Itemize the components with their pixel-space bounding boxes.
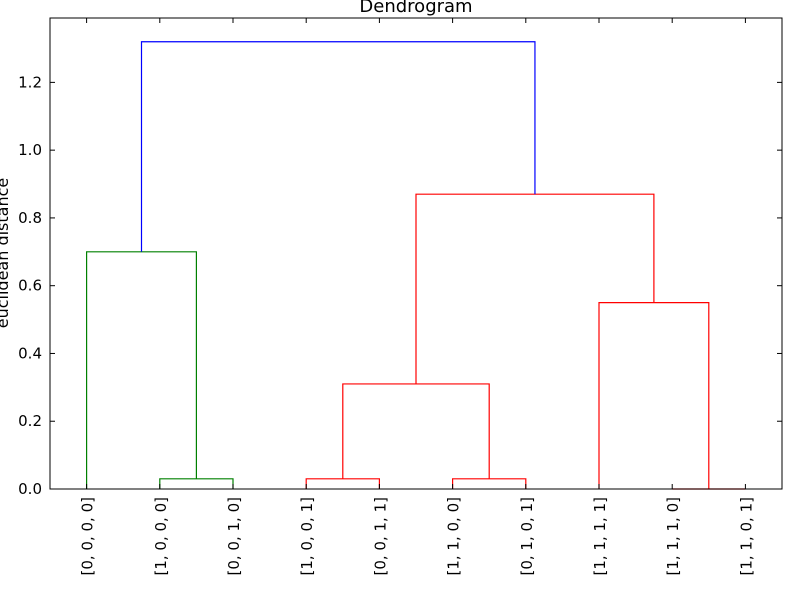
dendrogram-link-0 bbox=[159, 478, 234, 489]
leaf-label-2: [0, 0, 1, 0] bbox=[225, 497, 243, 576]
dendrogram-link-3 bbox=[452, 478, 527, 489]
y-tick-label-1: 0.2 bbox=[18, 412, 42, 430]
leaf-label-3: [1, 0, 0, 1] bbox=[298, 497, 316, 576]
dendrogram-link-2 bbox=[305, 478, 380, 489]
leaf-label-5: [1, 1, 0, 0] bbox=[445, 497, 463, 576]
y-axis-label: euclidean distance bbox=[0, 178, 12, 329]
leaf-label-9: [1, 1, 0, 1] bbox=[737, 497, 755, 576]
dendrogram-link-7 bbox=[415, 193, 655, 384]
y-tick-label-5: 1.0 bbox=[18, 141, 42, 159]
dendrogram-link-1 bbox=[86, 251, 197, 489]
y-tick-label-3: 0.6 bbox=[18, 277, 42, 295]
x-tick-labels: [0, 0, 0, 0] [1, 0, 0, 0] [0, 0, 1, 0] [1, … bbox=[79, 497, 756, 576]
y-tick-labels: 0.0 0.2 0.4 0.6 0.8 1.0 1.2 bbox=[18, 73, 42, 498]
plot-frame bbox=[49, 17, 783, 490]
leaf-label-6: [0, 1, 0, 1] bbox=[518, 497, 536, 576]
leaf-label-1: [1, 0, 0, 0] bbox=[152, 497, 170, 576]
dendrogram-link-6 bbox=[598, 302, 710, 489]
axis-ticks bbox=[50, 18, 782, 490]
dendrogram-link-8 bbox=[140, 41, 536, 252]
y-tick-label-4: 0.8 bbox=[18, 209, 42, 227]
y-tick-label-2: 0.4 bbox=[18, 344, 42, 362]
dendrogram-links bbox=[86, 41, 746, 490]
leaf-label-8: [1, 1, 1, 0] bbox=[664, 497, 682, 576]
leaf-label-7: [1, 1, 1, 1] bbox=[591, 497, 609, 576]
y-tick-label-0: 0.0 bbox=[18, 480, 42, 498]
chart-title: Dendrogram bbox=[359, 0, 472, 17]
dendrogram-link-4 bbox=[342, 383, 490, 479]
y-tick-label-6: 1.2 bbox=[18, 73, 42, 91]
leaf-label-4: [0, 0, 1, 1] bbox=[371, 497, 389, 576]
leaf-label-0: [0, 0, 0, 0] bbox=[79, 497, 97, 576]
